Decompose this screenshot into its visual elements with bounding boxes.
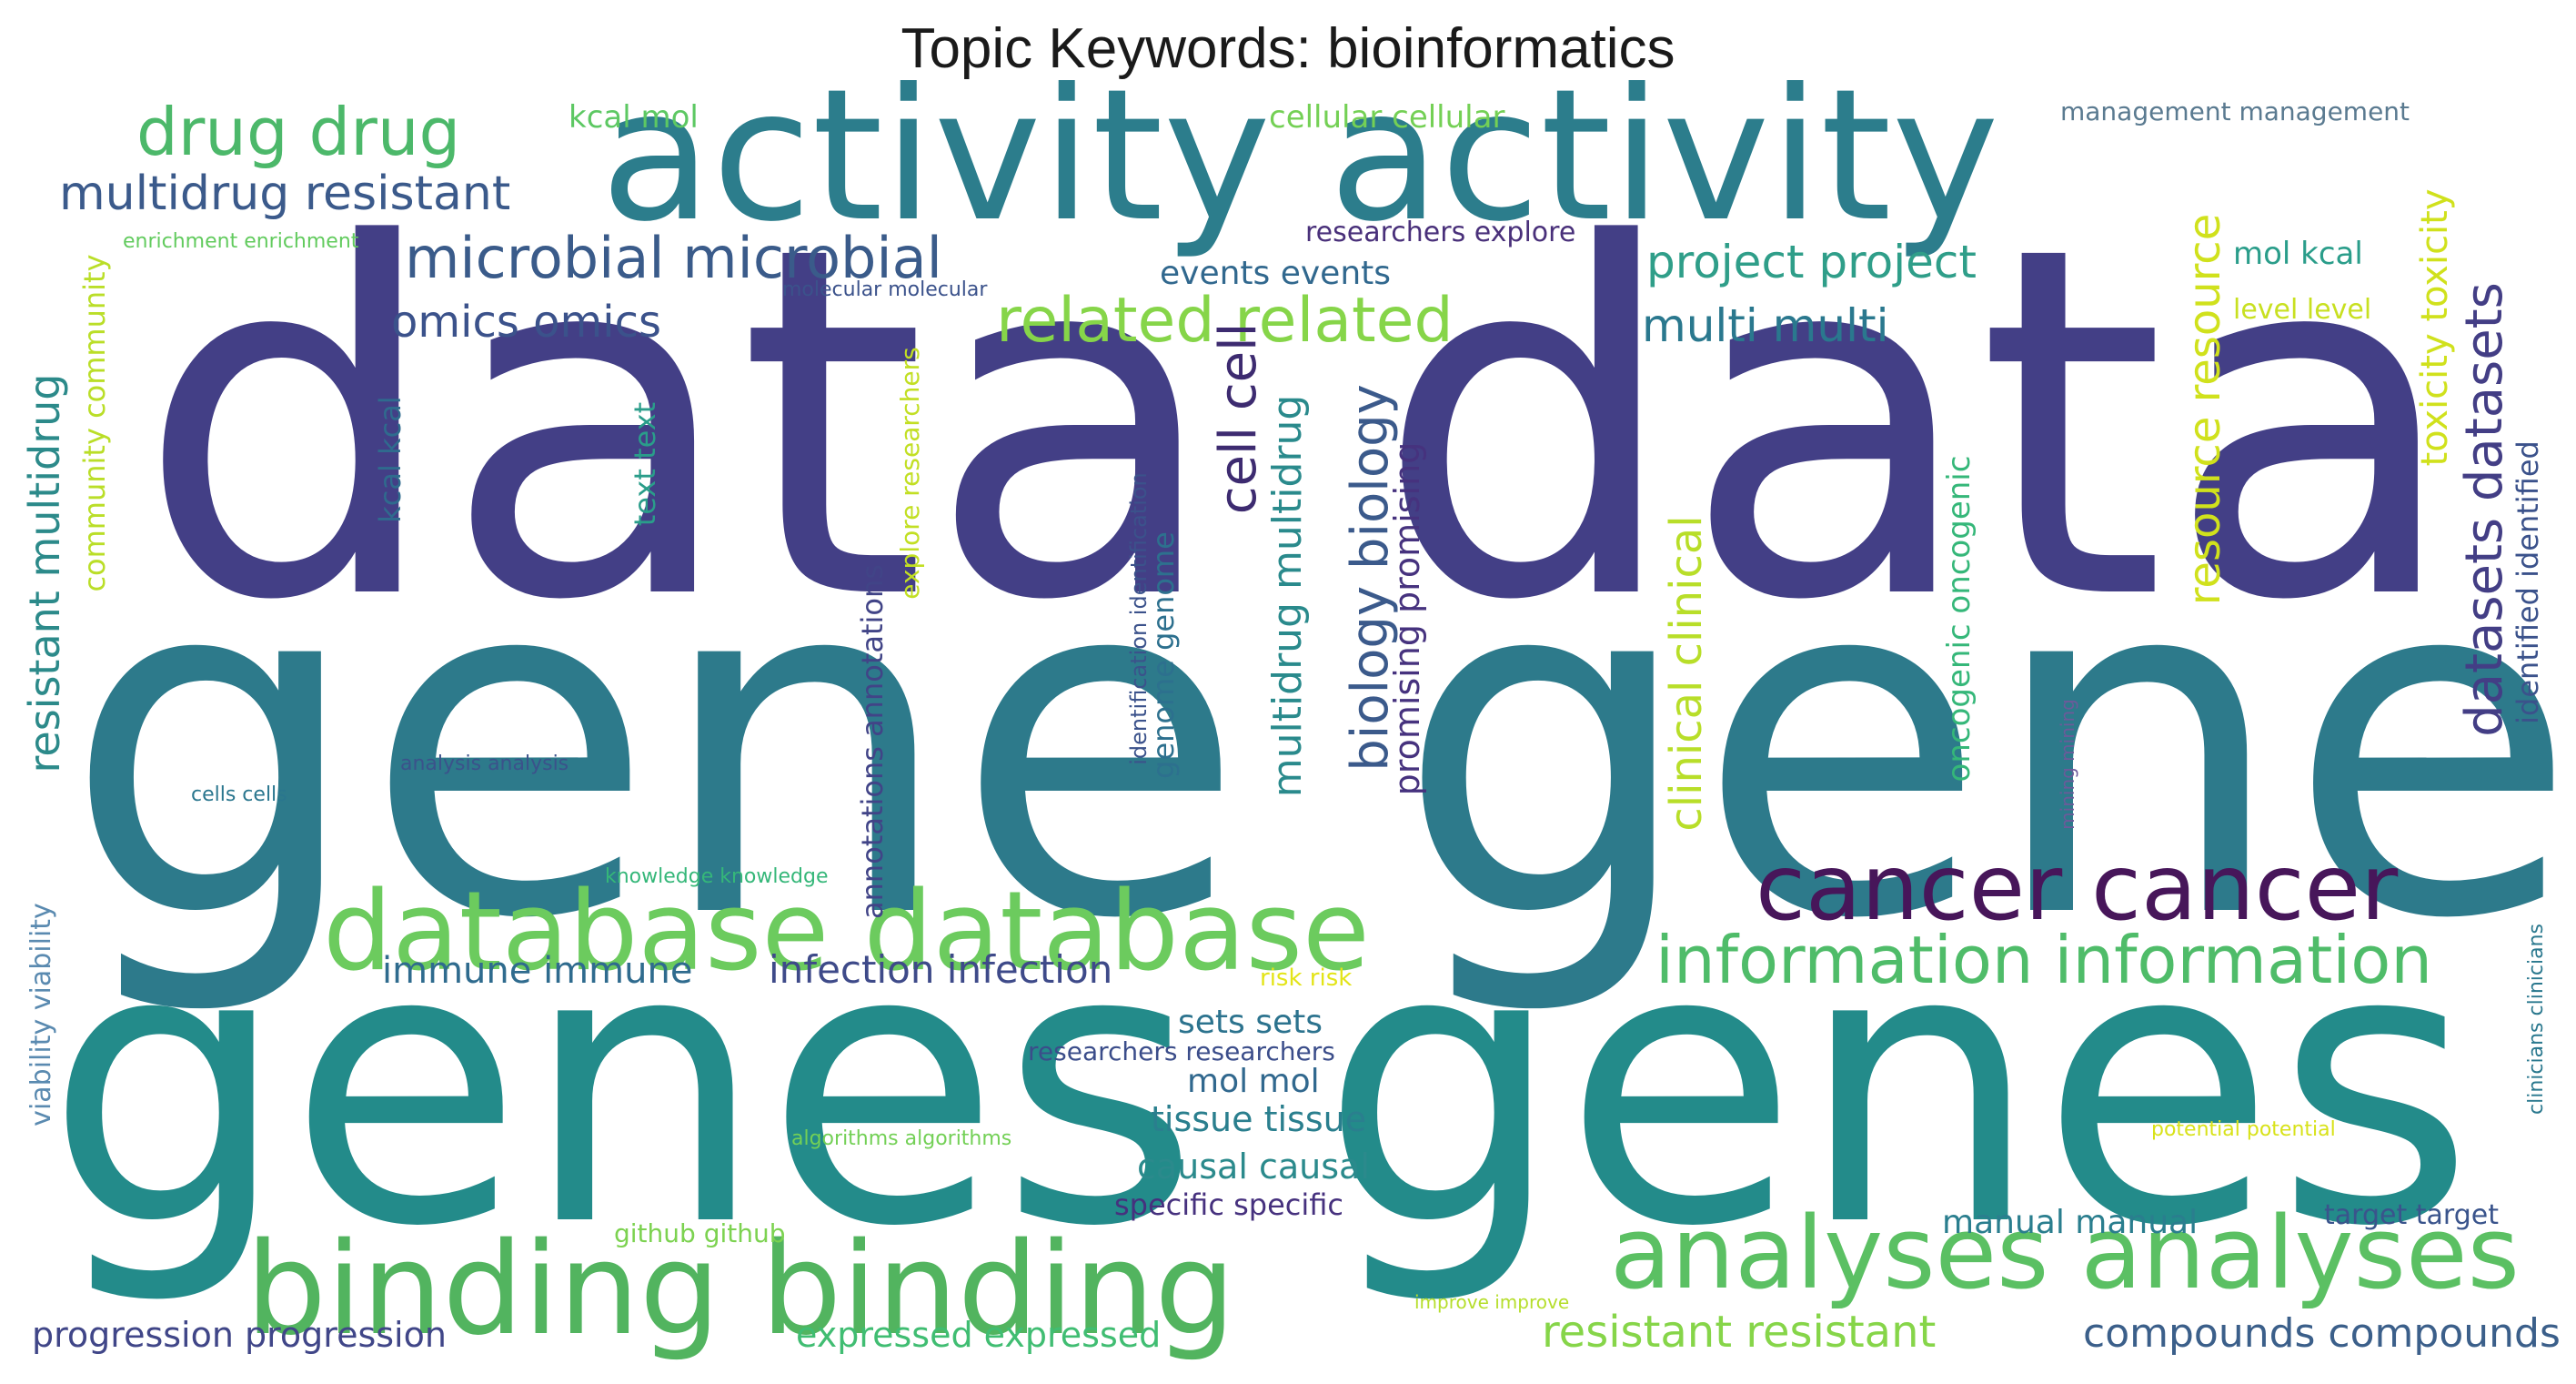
word-cancer-cancer: cancer cancer (1756, 834, 2399, 941)
word-potential-potential: potential potential (2151, 1118, 2336, 1141)
word-omics-omics: omics omics (391, 297, 661, 348)
word-oncogenic-oncogenic: oncogenic oncogenic (1941, 456, 1977, 783)
word-analyses-analyses: analyses analyses (1610, 1195, 2520, 1311)
word-compounds-compounds: compounds compounds (2083, 1310, 2561, 1357)
word-multidrug-resistant: multidrug resistant (59, 167, 510, 221)
word-researchers-researchers: researchers researchers (1028, 1036, 1335, 1066)
word-binding-binding: binding binding (246, 1216, 1235, 1364)
word-specific-specific: specific specific (1114, 1187, 1343, 1222)
word-data-data: data data (136, 144, 2461, 705)
word-resistant-resistant: resistant resistant (1542, 1307, 1936, 1358)
word-causal-causal: causal causal (1137, 1147, 1370, 1187)
word-analysis-analysis: analysis analysis (400, 753, 569, 775)
word-toxicity-toxicity: toxicity toxicity (2414, 188, 2456, 466)
word-clinical-clinical: clinical clinical (1661, 515, 1712, 831)
word-microbial-microbial: microbial microbial (405, 225, 942, 291)
word-promising-promising: promising promising (1387, 442, 1427, 796)
word-cells-cells: cells cells (191, 783, 287, 806)
word-expressed-expressed: expressed expressed (796, 1315, 1161, 1355)
word-improve-improve: improve improve (1414, 1291, 1569, 1313)
word-annotations-annotations: annotations annotations (855, 564, 890, 919)
word-management-management: management management (2060, 96, 2410, 126)
word-manual-manual: manual manual (1942, 1204, 2198, 1241)
word-kcal-mol: kcal mol (569, 99, 699, 136)
word-gene-gene: gene gene (64, 470, 2576, 1022)
word-resistant-multidrug: resistant multidrug (20, 374, 69, 773)
word-datasets-datasets: datasets datasets (2455, 282, 2514, 737)
word-researchers-explore: researchers explore (1305, 217, 1575, 248)
word-viability-viability: viability viability (25, 903, 57, 1126)
word-immune-immune: immune immune (382, 950, 692, 992)
word-kcal-kcal: kcal kcal (373, 396, 408, 522)
word-genome-genome: genome genome (1146, 531, 1181, 779)
word-infection-infection: infection infection (769, 947, 1112, 992)
word-progression-progression: progression progression (32, 1315, 447, 1355)
word-mining-mining: mining mining (2057, 699, 2078, 830)
word-multi-multi: multi multi (1642, 299, 1888, 352)
word-multidrug-multidrug: multidrug multidrug (1264, 395, 1311, 798)
word-enrichment-enrichment: enrichment enrichment (123, 230, 359, 253)
word-mol-mol: mol mol (1187, 1063, 1320, 1100)
word-community-community: community community (77, 254, 112, 591)
word-explore-researchers: explore researchers (895, 347, 925, 599)
word-drug-drug: drug drug (136, 94, 460, 170)
word-genes-genes: genes genes (45, 865, 2474, 1310)
word-algorithms-algorithms: algorithms algorithms (791, 1127, 1011, 1150)
word-text-text: text text (628, 402, 662, 526)
word-activity-activity: activity activity (600, 50, 1999, 262)
word-database-database: database database (323, 869, 1370, 995)
word-biology-biology: biology biology (1341, 384, 1400, 772)
word-related-related: related related (996, 285, 1454, 357)
word-molecular-molecular: molecular molecular (782, 278, 988, 301)
word-tissue-tissue: tissue tissue (1151, 1099, 1366, 1139)
word-information-information: information information (1655, 922, 2432, 998)
word-level-level: level level (2233, 294, 2371, 326)
word-identified-identified: identified identified (2511, 440, 2545, 724)
word-knowledge-knowledge: knowledge knowledge (605, 865, 829, 888)
word-cell-cell: cell cell (1209, 323, 1268, 515)
word-project-project: project project (1646, 236, 1977, 288)
word-events-events: events events (1160, 255, 1391, 292)
word-mol-kcal: mol kcal (2233, 236, 2363, 272)
word-github-github: github github (614, 1218, 786, 1248)
word-resource-resource: resource resource (2179, 214, 2230, 605)
chart-title: Topic Keywords: bioinformatics (901, 17, 1675, 80)
word-target-target: target target (2324, 1199, 2499, 1231)
word-identification-identification: identification identification (1126, 472, 1152, 765)
word-cellular-cellular: cellular cellular (1269, 99, 1504, 136)
word-sets-sets: sets sets (1178, 1004, 1323, 1041)
word-clinicians-clinicians: clinicians clinicians (2525, 924, 2548, 1115)
word-risk-risk: risk risk (1260, 965, 1352, 992)
